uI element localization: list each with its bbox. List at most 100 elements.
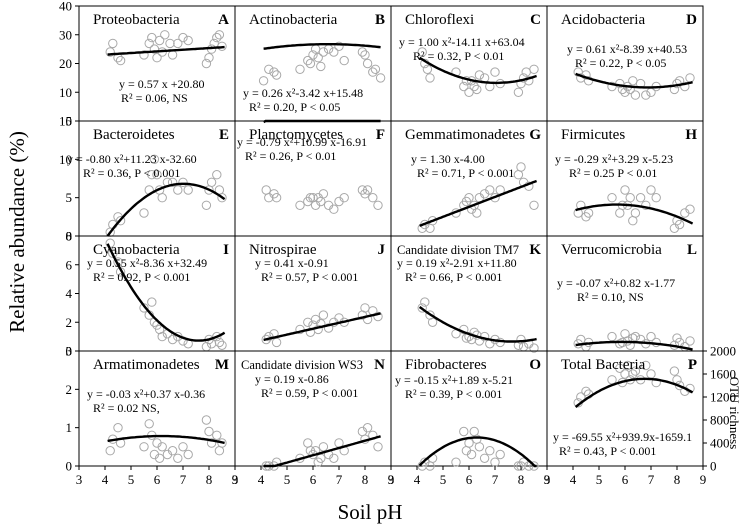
panel-n: Candidate division WS3 Ny = 0.19 x-0.86R²… <box>232 350 395 487</box>
fit-curve <box>107 434 225 445</box>
data-point <box>485 446 495 456</box>
x-axis-title: Soil pH <box>338 500 403 524</box>
panel-title: Verrucomicrobia <box>561 242 662 258</box>
data-point <box>160 30 170 40</box>
panel-c: Chloroflexi Cy = 1.00 x²-14.11 x+63.04R² … <box>390 5 548 122</box>
data-point <box>212 32 222 43</box>
data-point <box>370 64 381 75</box>
x-tick-label: 4 <box>258 472 265 487</box>
data-point <box>157 193 167 203</box>
panel-letter: H <box>685 127 697 143</box>
x-tick-label: 9 <box>388 472 395 487</box>
data-point <box>217 41 227 51</box>
data-point <box>147 297 157 307</box>
data-point <box>360 50 370 60</box>
data-point <box>674 219 685 230</box>
panel-letter: A <box>218 12 229 28</box>
fit-curve <box>418 56 537 85</box>
fit-curve <box>575 340 693 351</box>
data-point <box>204 426 214 437</box>
data-point <box>490 67 500 77</box>
data-point <box>628 369 638 379</box>
regression-stats: R² = 0.36, P < 0.001 <box>83 166 180 180</box>
y-tick-label: 30 <box>59 27 72 42</box>
data-point <box>630 331 641 342</box>
data-point <box>295 200 305 211</box>
data-point <box>334 313 344 323</box>
data-point <box>472 208 482 218</box>
data-point <box>323 323 334 333</box>
panel-letter: F <box>376 127 385 143</box>
data-point <box>271 70 282 80</box>
data-point <box>139 50 149 60</box>
data-point <box>373 200 383 211</box>
y-tick-label: 15 <box>59 114 72 129</box>
y-tick-label: 4 <box>66 286 73 301</box>
data-point <box>139 303 149 313</box>
y-tick-label: 10 <box>59 152 72 167</box>
data-point <box>630 208 641 218</box>
data-point <box>451 457 461 467</box>
data-point <box>144 419 154 429</box>
data-point <box>581 386 591 396</box>
panel-k: Candidate division TM7 Ky = 0.19 x²-2.91 … <box>390 235 548 353</box>
data-point <box>214 337 225 348</box>
panel-title: Candidate division TM7 <box>397 243 519 257</box>
data-point <box>157 331 167 342</box>
right-tick-label: 2000 <box>710 344 736 359</box>
panel-title: Candidate division WS3 <box>241 358 363 372</box>
x-tick-label: 6 <box>310 472 317 487</box>
regression-stats: R² = 0.43, P < 0.001 <box>559 444 656 458</box>
data-point <box>339 55 349 66</box>
right-tick-label: 1600 <box>710 367 736 382</box>
data-point <box>178 32 188 43</box>
panel-letter: M <box>215 357 229 373</box>
data-point <box>368 193 378 203</box>
panel-letter: O <box>529 357 541 373</box>
data-point <box>329 453 339 463</box>
data-point <box>479 453 490 463</box>
data-point <box>427 216 438 226</box>
data-point <box>308 50 318 60</box>
regression-stats: R² = 0.20, P < 0.05 <box>249 100 340 114</box>
data-point <box>373 442 383 452</box>
data-point <box>360 303 370 313</box>
data-point <box>516 162 526 172</box>
data-point <box>167 50 178 60</box>
data-point <box>461 446 472 456</box>
data-point <box>490 457 500 467</box>
y-tick-label: 2 <box>66 315 73 330</box>
data-point <box>513 170 524 180</box>
data-point <box>628 76 638 86</box>
panel-title: Acidobacteria <box>561 12 645 28</box>
data-point <box>329 47 339 57</box>
data-point <box>105 446 115 456</box>
data-point <box>149 154 160 165</box>
fit-curve <box>263 119 381 124</box>
fit-curve <box>263 43 381 50</box>
regression-equation: y = -0.03 x²+0.37 x-0.36 <box>87 387 205 401</box>
data-point <box>485 185 495 195</box>
data-point <box>646 87 656 98</box>
data-point <box>529 200 539 211</box>
data-point <box>625 193 635 203</box>
data-point <box>212 170 222 180</box>
regression-equation: y = 1.30 x-4.00 <box>411 152 485 166</box>
data-point <box>474 70 485 80</box>
data-point <box>529 64 539 75</box>
data-point <box>469 81 479 92</box>
data-point <box>108 248 118 259</box>
data-point <box>212 331 222 342</box>
data-point <box>635 193 646 203</box>
right-tick-label: 800 <box>710 413 730 428</box>
data-point <box>152 53 162 63</box>
fit-curve <box>263 312 381 342</box>
x-tick-label: 7 <box>492 472 499 487</box>
regression-stats: R² = 0.57, P < 0.001 <box>261 270 358 284</box>
data-point <box>113 423 123 433</box>
data-point <box>334 438 344 448</box>
regression-stats: R² = 0.32, P < 0.01 <box>413 49 504 63</box>
data-point <box>417 47 427 57</box>
